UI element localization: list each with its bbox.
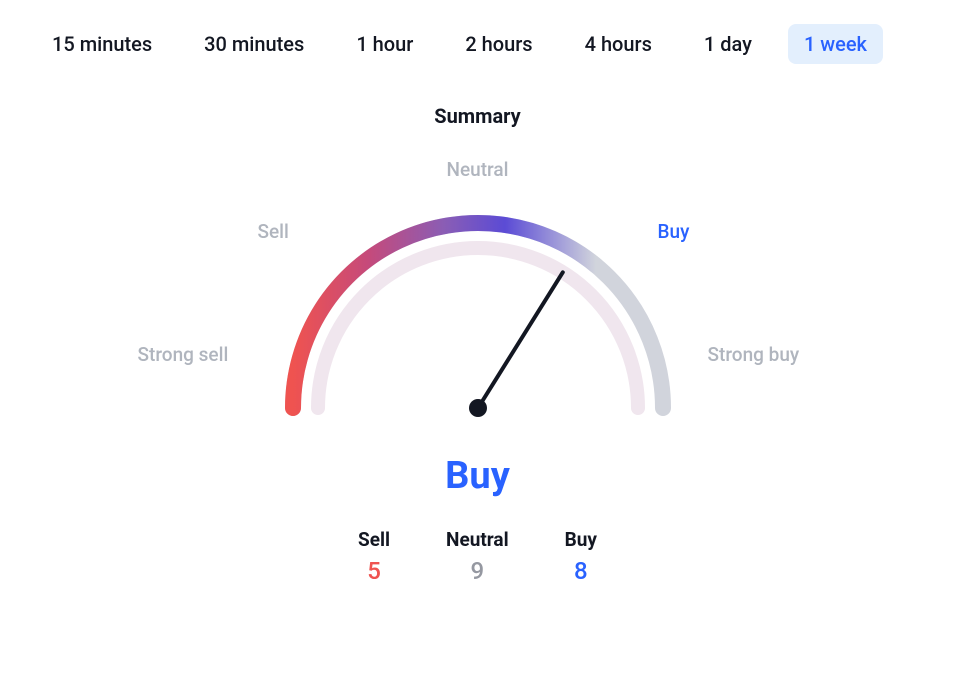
count-buy-value: 8 bbox=[565, 557, 597, 585]
timeframe-tabs: 15 minutes 30 minutes 1 hour 2 hours 4 hours… bbox=[36, 24, 919, 64]
count-neutral-label: Neutral bbox=[446, 528, 509, 551]
timeframe-tab-2[interactable]: 1 hour bbox=[340, 24, 429, 64]
timeframe-tab-4[interactable]: 4 hours bbox=[569, 24, 668, 64]
count-sell-label: Sell bbox=[358, 528, 390, 551]
count-buy-label: Buy bbox=[565, 528, 597, 551]
timeframe-tab-0[interactable]: 15 minutes bbox=[36, 24, 168, 64]
count-neutral: Neutral 9 bbox=[446, 528, 509, 585]
count-sell-value: 5 bbox=[358, 557, 390, 585]
count-buy: Buy 8 bbox=[565, 528, 597, 585]
gauge-label-buy: Buy bbox=[658, 220, 690, 243]
counts-row: Sell 5 Neutral 9 Buy 8 bbox=[36, 528, 919, 585]
count-sell: Sell 5 bbox=[358, 528, 390, 585]
count-neutral-value: 9 bbox=[446, 557, 509, 585]
timeframe-tab-1[interactable]: 30 minutes bbox=[188, 24, 320, 64]
timeframe-tab-5[interactable]: 1 day bbox=[688, 24, 768, 64]
gauge-chart bbox=[218, 158, 738, 448]
gauge-label-neutral: Neutral bbox=[446, 158, 508, 181]
timeframe-tab-6[interactable]: 1 week bbox=[788, 24, 883, 64]
summary-title: Summary bbox=[36, 104, 919, 128]
gauge-label-strong-sell: Strong sell bbox=[138, 343, 229, 366]
gauge-widget: Neutral Sell Buy Strong sell Strong buy … bbox=[128, 158, 828, 498]
gauge-label-sell: Sell bbox=[258, 220, 289, 243]
gauge-label-strong-buy: Strong buy bbox=[708, 343, 800, 366]
verdict-text: Buy bbox=[128, 454, 828, 498]
timeframe-tab-3[interactable]: 2 hours bbox=[449, 24, 548, 64]
